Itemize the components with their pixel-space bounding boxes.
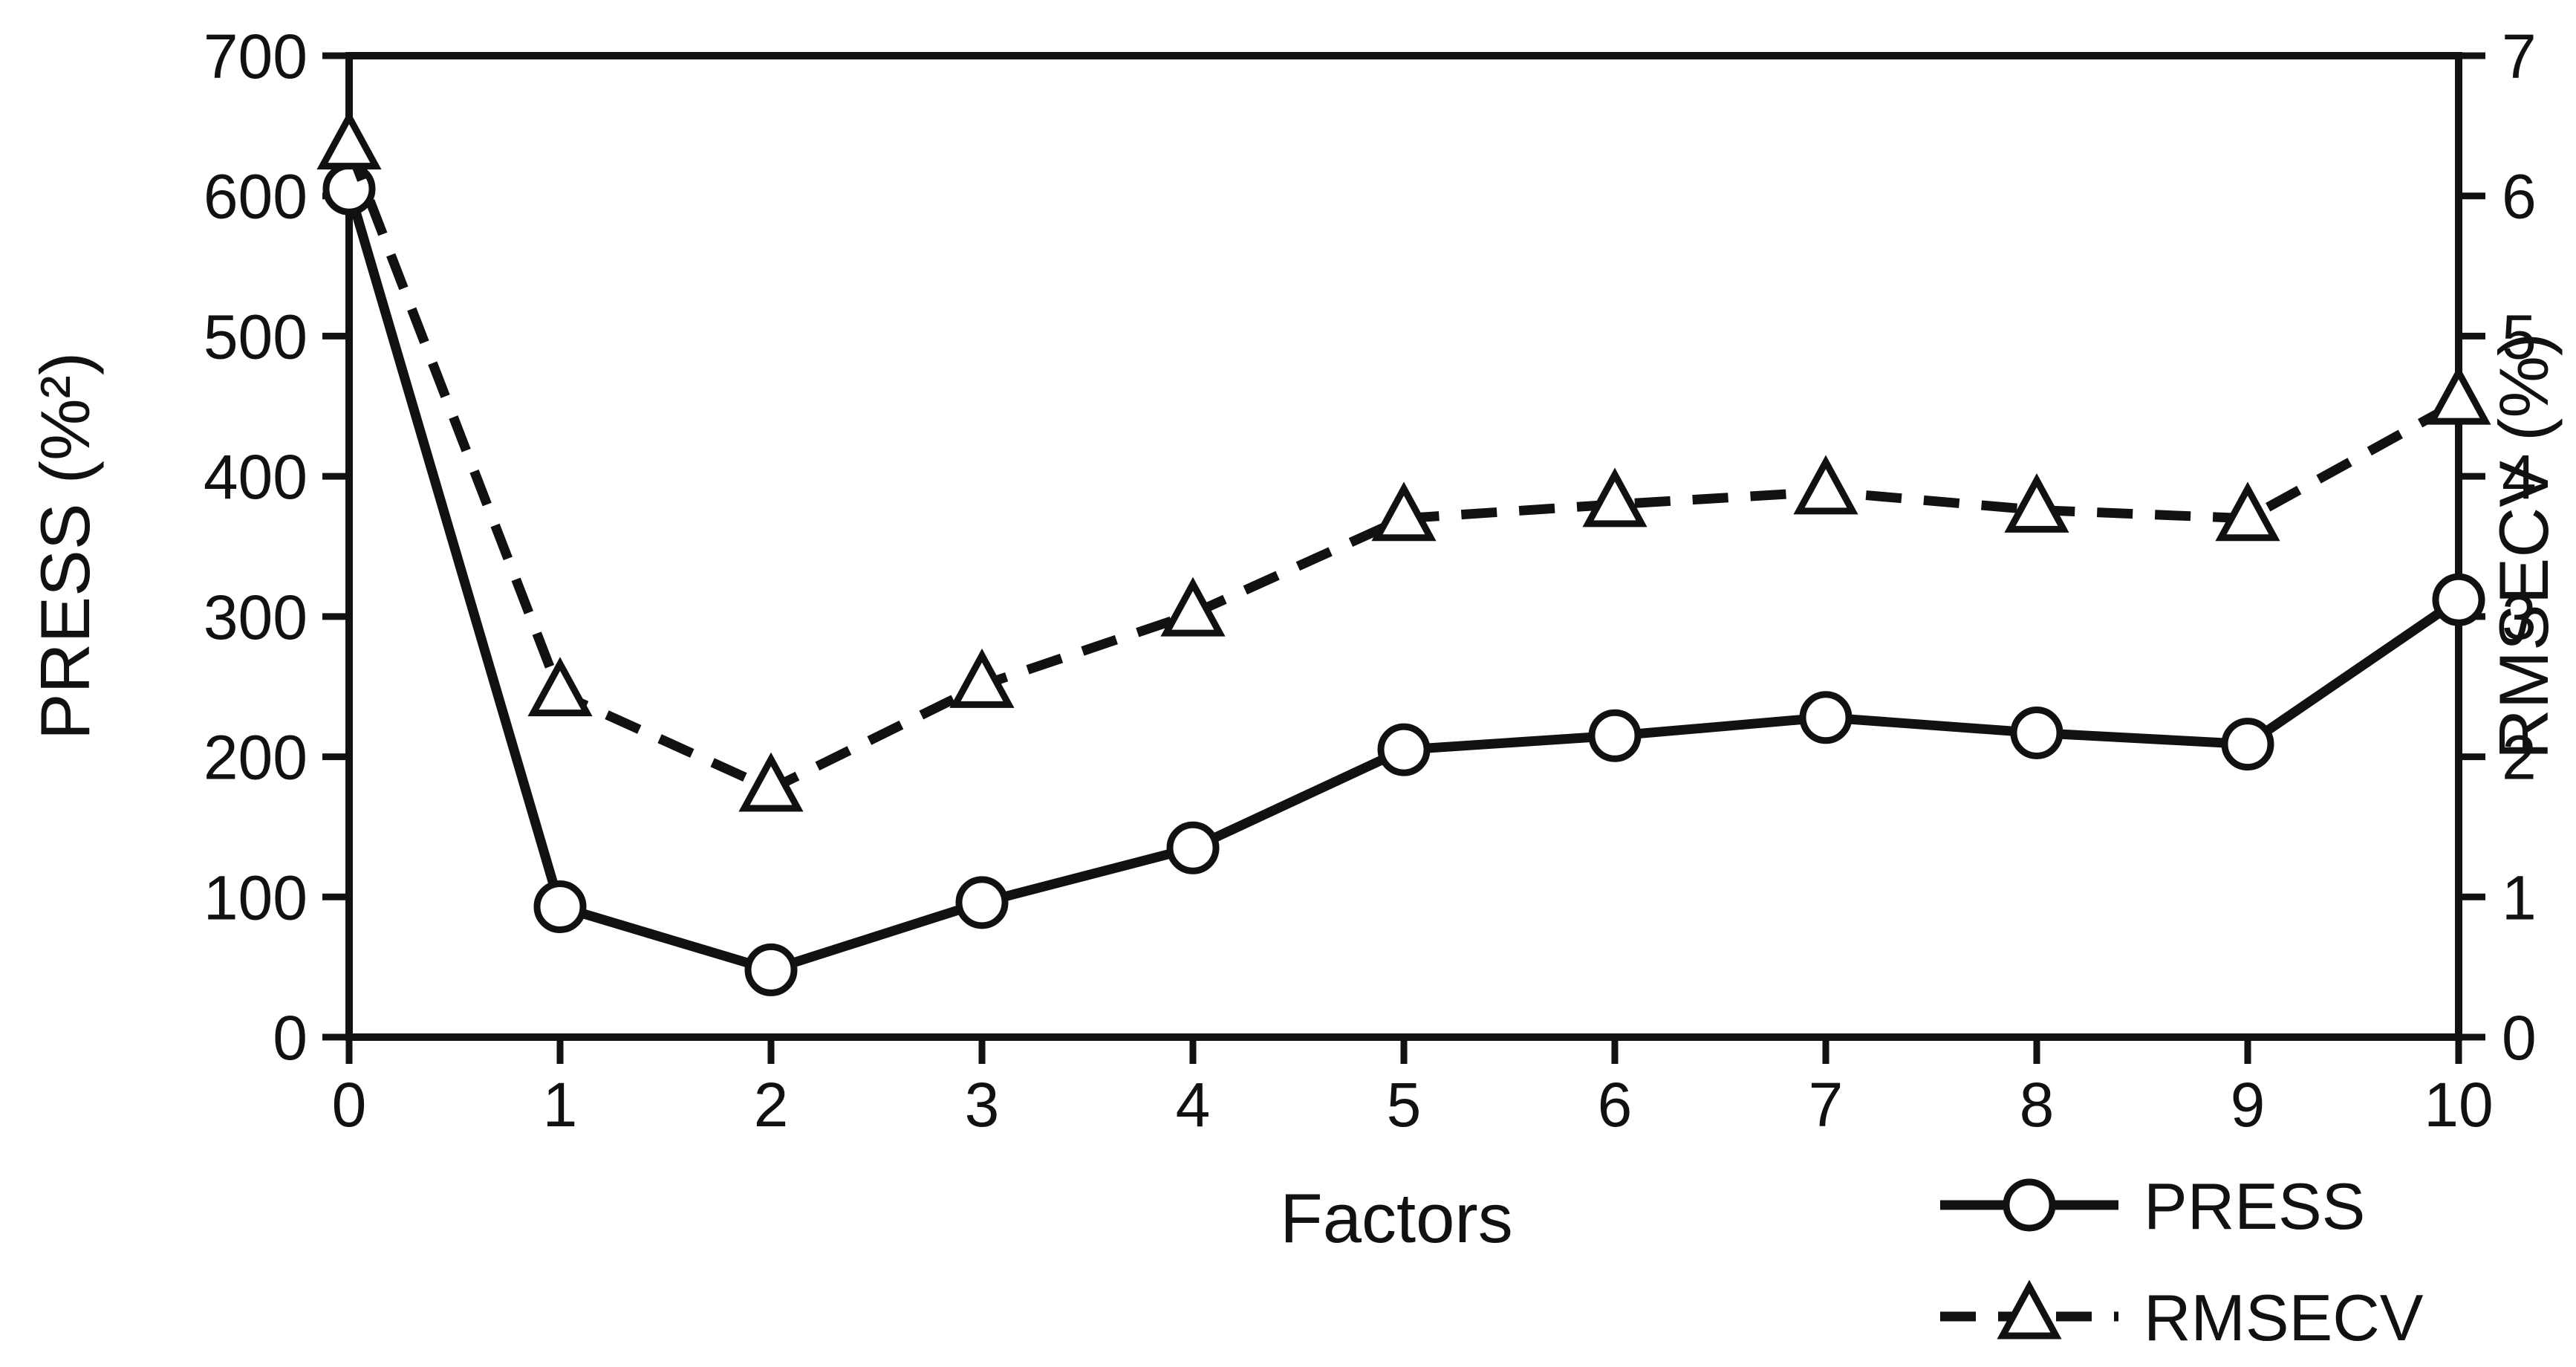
triangle-marker: [2215, 481, 2280, 542]
triangle-marker: [1997, 1279, 2062, 1340]
right-axis-tick-label: 1: [2502, 863, 2537, 932]
left-axis-tick-label: 700: [204, 22, 308, 91]
circle-marker: [2003, 1178, 2056, 1232]
right-axis-tick-label: 0: [2502, 1003, 2537, 1073]
right-axis-tick-label: 4: [2502, 442, 2537, 512]
legend: PRESS RMSECV: [1940, 1169, 2424, 1354]
x-axis-tick-label: 6: [1598, 1070, 1633, 1140]
x-axis-tick-label: 3: [965, 1070, 1000, 1140]
right-axis-tick-label: 2: [2502, 723, 2537, 793]
triangle-marker: [1793, 455, 1858, 515]
left-axis-tick-label: 600: [204, 162, 308, 232]
triangle-marker: [1160, 577, 1226, 637]
right-axis-tick-label: 3: [2502, 582, 2537, 652]
legend-label-rmsecv: RMSECV: [2144, 1281, 2424, 1354]
legend-marker-press: [1940, 1178, 2118, 1232]
x-axis-tick-label: 8: [2020, 1070, 2055, 1140]
x-axis-tick-label: 9: [2231, 1070, 2266, 1140]
right-axis-tick-label: 7: [2502, 22, 2537, 91]
x-axis-tick-label: 0: [332, 1070, 367, 1140]
triangle-marker: [738, 752, 804, 812]
circle-marker: [1588, 709, 1642, 762]
circle-marker: [2221, 718, 2274, 771]
x-axis-tick-label: 5: [1387, 1070, 1422, 1140]
x-axis-tick-label: 2: [754, 1070, 789, 1140]
circle-marker: [1377, 723, 1431, 776]
left-axis-tick-label: 0: [273, 1003, 308, 1073]
left-axis-tick-label: 300: [204, 582, 308, 652]
circle-marker: [2010, 706, 2063, 759]
circle-marker: [955, 876, 1009, 929]
legend-label-press: PRESS: [2144, 1169, 2365, 1243]
circle-marker: [533, 880, 587, 933]
x-axis-tick-label: 10: [2424, 1070, 2493, 1140]
circle-marker: [1799, 691, 1853, 744]
x-axis-tick-label: 7: [1809, 1070, 1844, 1140]
series-line-press: [344, 187, 2462, 975]
triangle-marker: [316, 110, 382, 170]
triangle-marker: [2004, 473, 2069, 533]
right-axis-tick-label: 5: [2502, 302, 2537, 371]
circle-marker: [1166, 821, 1220, 874]
x-axis-title: Factors: [1280, 1179, 1512, 1257]
triangle-marker: [527, 657, 593, 717]
series-line-rmsecv: [344, 145, 2462, 794]
right-axis-title: RMSECV (%): [2485, 333, 2563, 759]
triangle-marker: [2426, 365, 2491, 425]
x-axis-tick-label: 4: [1176, 1070, 1211, 1140]
left-axis-tick-label: 100: [204, 863, 308, 932]
plot-area: 0 100 200 300 400 500 600 700 0 1 2 3 4 5 6 7 0 1 2 3 4 5 6 7 8 9…: [204, 22, 2537, 1140]
legend-marker-rmsecv: [1940, 1279, 2118, 1340]
triangle-marker: [1371, 481, 1437, 542]
circle-marker: [322, 162, 376, 215]
circle-marker: [2432, 573, 2485, 626]
left-axis-tick-label: 400: [204, 442, 308, 512]
left-axis-tick-label: 500: [204, 302, 308, 371]
left-axis-title: PRESS (%²): [26, 352, 104, 740]
circle-marker: [744, 943, 798, 996]
triangle-marker: [1582, 467, 1648, 527]
left-axis-tick-label: 200: [204, 723, 308, 793]
triangle-marker: [949, 648, 1015, 708]
plot-frame: [345, 52, 2462, 1041]
right-axis-tick-label: 6: [2502, 162, 2537, 232]
x-axis-tick-label: 1: [543, 1070, 578, 1140]
